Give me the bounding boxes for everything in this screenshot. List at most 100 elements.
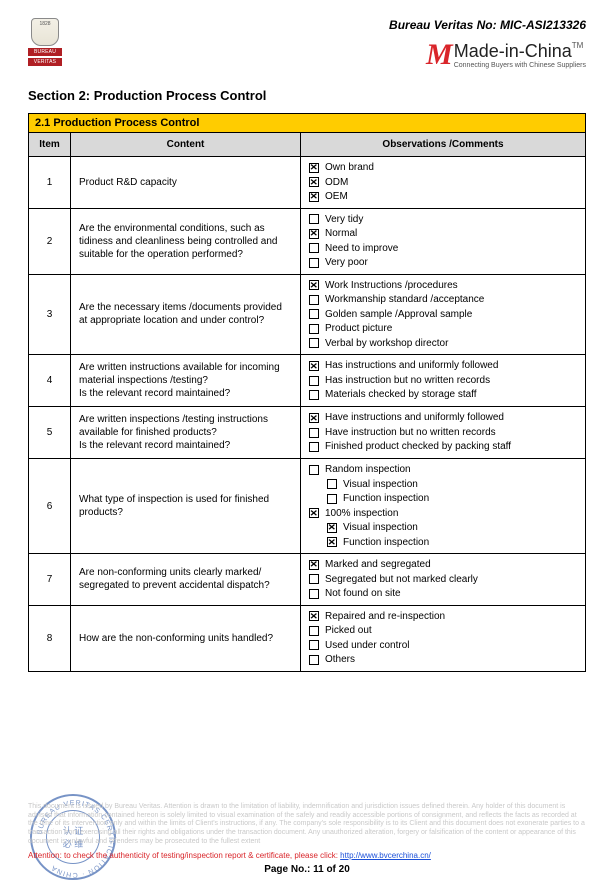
option-label: Visual inspection <box>343 478 418 492</box>
checkbox-option: Used under control <box>309 639 577 653</box>
checkbox-icon <box>309 611 319 621</box>
observations-cell: Repaired and re-inspectionPicked outUsed… <box>301 605 586 671</box>
warn-link[interactable]: http://www.bvcerchina.cn/ <box>340 851 431 860</box>
item-number: 6 <box>29 459 71 554</box>
item-number: 4 <box>29 355 71 407</box>
checkbox-option: Have instructions and uniformly followed <box>309 411 577 425</box>
content-cell: Are the necessary items /documents provi… <box>71 274 301 355</box>
table-banner: 2.1 Production Process Control <box>29 114 586 133</box>
table-row: 4Are written instructions available for … <box>29 355 586 407</box>
checkbox-icon <box>309 309 319 319</box>
checkbox-option: Very poor <box>309 256 577 270</box>
authenticity-warning: Attention: to check the authenticity of … <box>28 851 586 861</box>
col-header-obs: Observations /Comments <box>301 133 586 157</box>
option-label: Materials checked by storage staff <box>325 388 477 402</box>
checkbox-icon <box>309 390 319 400</box>
checkbox-option: Have instruction but no written records <box>309 426 577 440</box>
option-label: Has instruction but no written records <box>325 374 490 388</box>
item-number: 1 <box>29 157 71 209</box>
content-cell: Are non-conforming units clearly marked/… <box>71 554 301 606</box>
checkbox-icon <box>309 243 319 253</box>
checkbox-option: 100% inspection <box>309 507 577 521</box>
checkbox-option: Golden sample /Approval sample <box>309 308 577 322</box>
mic-sub: Connecting Buyers with Chinese Suppliers <box>454 62 586 69</box>
bv-shield-icon <box>31 18 59 46</box>
table-row: 6What type of inspection is used for fin… <box>29 459 586 554</box>
option-label: Golden sample /Approval sample <box>325 308 472 322</box>
checkbox-option: Product picture <box>309 322 577 336</box>
checkbox-icon <box>309 295 319 305</box>
content-cell: Are written instructions available for i… <box>71 355 301 407</box>
col-header-item: Item <box>29 133 71 157</box>
disclaimer-text: This document is issued by Bureau Verita… <box>28 803 586 847</box>
checkbox-icon <box>309 465 319 475</box>
observations-cell: Have instructions and uniformly followed… <box>301 407 586 459</box>
checkbox-icon <box>309 574 319 584</box>
option-label: 100% inspection <box>325 507 398 521</box>
checkbox-icon <box>309 229 319 239</box>
option-label: Marked and segregated <box>325 558 431 572</box>
col-header-content: Content <box>71 133 301 157</box>
option-label: Have instructions and uniformly followed <box>325 411 504 425</box>
option-label: ODM <box>325 176 348 190</box>
warn-prefix: Attention: to check the authenticity of … <box>28 851 340 860</box>
table-row: 5Are written inspections /testing instru… <box>29 407 586 459</box>
option-label: Workmanship standard /acceptance <box>325 293 484 307</box>
table-row: 2Are the environmental conditions, such … <box>29 208 586 274</box>
mic-tm: TM <box>572 41 584 50</box>
option-label: Finished product checked by packing staf… <box>325 440 511 454</box>
observations-cell: Very tidyNormalNeed to improveVery poor <box>301 208 586 274</box>
checkbox-option: Need to improve <box>309 242 577 256</box>
page-number: Page No.: 11 of 20 <box>28 864 586 877</box>
checkbox-icon <box>309 280 319 290</box>
bv-number: Bureau Veritas No: MIC-ASI213326 <box>389 18 586 32</box>
checkbox-option: Visual inspection <box>309 521 577 535</box>
observations-cell: Own brandODMOEM <box>301 157 586 209</box>
item-number: 7 <box>29 554 71 606</box>
checkbox-icon <box>309 324 319 334</box>
checkbox-icon <box>327 494 337 504</box>
item-number: 8 <box>29 605 71 671</box>
checkbox-icon <box>327 537 337 547</box>
bv-logo-bar2: VERITAS <box>28 58 62 66</box>
mic-m-icon: M <box>426 40 448 70</box>
content-cell: Are the environmental conditions, such a… <box>71 208 301 274</box>
option-label: Function inspection <box>343 492 429 506</box>
checkbox-icon <box>309 589 319 599</box>
checkbox-icon <box>309 376 319 386</box>
checkbox-option: Function inspection <box>309 536 577 550</box>
option-label: Has instructions and uniformly followed <box>325 359 498 373</box>
option-label: Need to improve <box>325 242 398 256</box>
checkbox-option: Segregated but not marked clearly <box>309 573 577 587</box>
checkbox-option: ODM <box>309 176 577 190</box>
checkbox-option: Work Instructions /procedures <box>309 279 577 293</box>
table-row: 1Product R&D capacityOwn brandODMOEM <box>29 157 586 209</box>
checkbox-option: Normal <box>309 227 577 241</box>
checkbox-icon <box>327 523 337 533</box>
content-cell: How are the non-conforming units handled… <box>71 605 301 671</box>
checkbox-option: Function inspection <box>309 492 577 506</box>
checkbox-option: Not found on site <box>309 587 577 601</box>
checkbox-option: Repaired and re-inspection <box>309 610 577 624</box>
checkbox-icon <box>309 163 319 173</box>
page-footer: This document is issued by Bureau Verita… <box>0 803 614 876</box>
checkbox-option: Finished product checked by packing staf… <box>309 440 577 454</box>
bv-no-label: Bureau Veritas No: <box>389 18 500 32</box>
option-label: Picked out <box>325 624 372 638</box>
bv-no-value: MIC-ASI213326 <box>500 18 586 32</box>
checkbox-icon <box>309 508 319 518</box>
option-label: Visual inspection <box>343 521 418 535</box>
mic-logo: M Made-in-ChinaTM Connecting Buyers with… <box>389 40 586 70</box>
checkbox-icon <box>309 361 319 371</box>
option-label: Random inspection <box>325 463 411 477</box>
checkbox-icon <box>309 177 319 187</box>
checkbox-option: Own brand <box>309 161 577 175</box>
observations-cell: Random inspectionVisual inspectionFuncti… <box>301 459 586 554</box>
table-row: 3Are the necessary items /documents prov… <box>29 274 586 355</box>
content-cell: Product R&D capacity <box>71 157 301 209</box>
table-row: 7Are non-conforming units clearly marked… <box>29 554 586 606</box>
observations-cell: Has instructions and uniformly followedH… <box>301 355 586 407</box>
mic-main: Made-in-ChinaTM <box>454 42 586 60</box>
option-label: Product picture <box>325 322 392 336</box>
option-label: Function inspection <box>343 536 429 550</box>
